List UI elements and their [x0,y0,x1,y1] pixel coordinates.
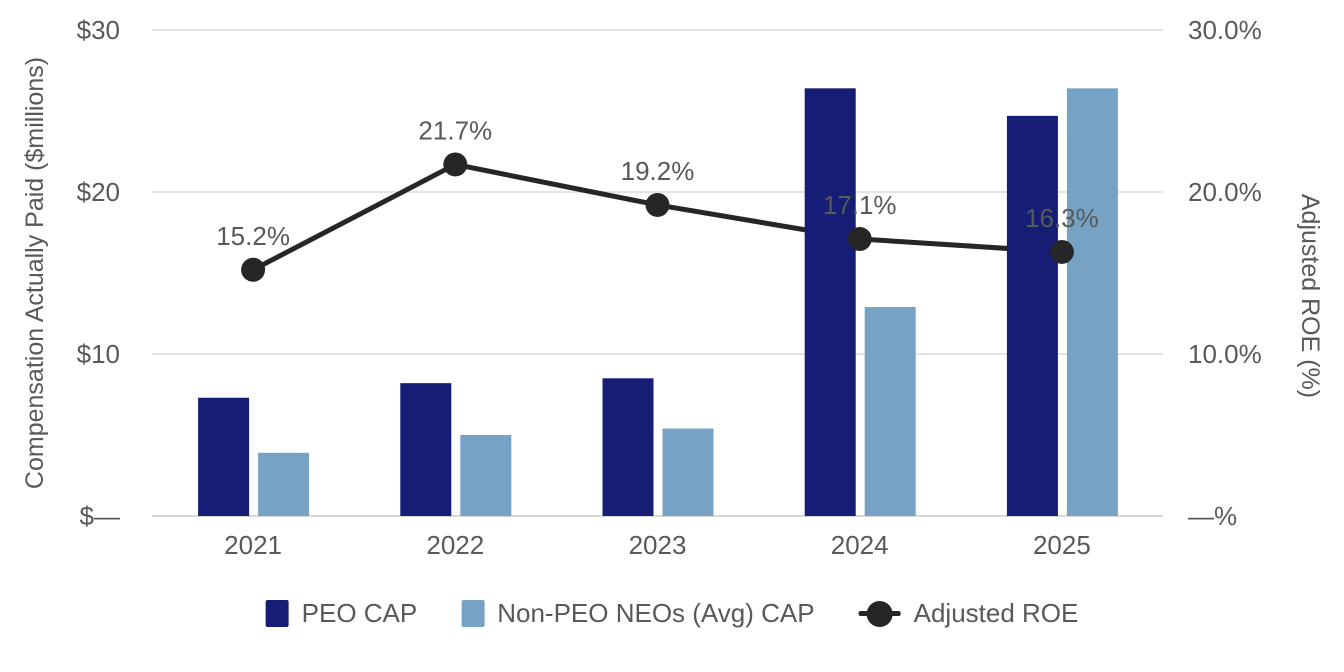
left-axis-tick-20: $20 [77,177,120,207]
roe-marker-2022 [443,152,468,177]
bar-peo-cap-2025 [1006,115,1058,517]
legend-label-adjusted-roe: Adjusted ROE [913,598,1079,628]
x-axis-label-2022: 2022 [426,530,484,560]
roe-marker-2023 [645,192,670,217]
roe-data-label-2023: 19.2% [621,156,695,186]
roe-data-label-2022: 21.7% [418,115,492,145]
bar-non-peo-neos-avg-cap-2023 [662,428,714,516]
right-axis-tick-: —% [1188,501,1237,531]
bar-non-peo-neos-avg-cap-2025 [1066,88,1118,516]
right-axis-tick-30-0: 30.0% [1188,15,1262,45]
roe-data-label-2024: 17.1% [823,190,897,220]
x-axis-label-2021: 2021 [224,530,282,560]
left-axis-tick-30: $30 [77,15,120,45]
bar-non-peo-neos-avg-cap-2024 [864,307,916,516]
legend-marker-dot [866,600,893,627]
roe-marker-2021 [241,257,266,282]
bar-peo-cap-2024 [804,88,856,516]
left-axis-tick-10: $10 [77,339,120,369]
roe-data-label-2021: 15.2% [216,221,290,251]
bar-non-peo-neos-avg-cap-2022 [460,435,512,516]
right-axis-title: Adjusted ROE (%) [1296,194,1324,398]
right-axis-tick-10-0: 10.0% [1188,339,1262,369]
legend-item-peo-cap: PEO CAP [265,598,418,629]
x-axis-label-2023: 2023 [629,530,687,560]
legend-label-non-peo-neos-avg-cap: Non-PEO NEOs (Avg) CAP [497,598,815,628]
x-axis-label-2024: 2024 [831,530,889,560]
roe-marker-2024 [847,226,872,251]
legend-label-peo-cap: PEO CAP [301,598,418,628]
roe-marker-2025 [1049,239,1074,264]
chart-legend: PEO CAP Non-PEO NEOs (Avg) CAP Adjusted RO… [265,598,1079,629]
left-axis-tick-: $— [80,501,120,531]
bar-peo-cap-2021 [198,397,250,516]
legend-item-adjusted-roe: Adjusted ROE [858,598,1079,629]
legend-item-non-peo-neos-avg-cap: Non-PEO NEOs (Avg) CAP [461,598,815,629]
roe-data-label-2025: 16.3% [1025,203,1099,233]
bar-peo-cap-2023 [602,378,654,516]
legend-swatch-non-peo-neos-avg-cap [461,600,485,627]
right-axis-tick-20-0: 20.0% [1188,177,1262,207]
x-axis-label-2025: 2025 [1033,530,1091,560]
bar-peo-cap-2022 [400,383,452,516]
legend-swatch-peo-cap [265,600,289,627]
legend-line-dot-icon [858,600,901,627]
left-axis-title: Compensation Actually Paid ($millions) [21,57,49,489]
bar-non-peo-neos-avg-cap-2021 [258,452,310,516]
